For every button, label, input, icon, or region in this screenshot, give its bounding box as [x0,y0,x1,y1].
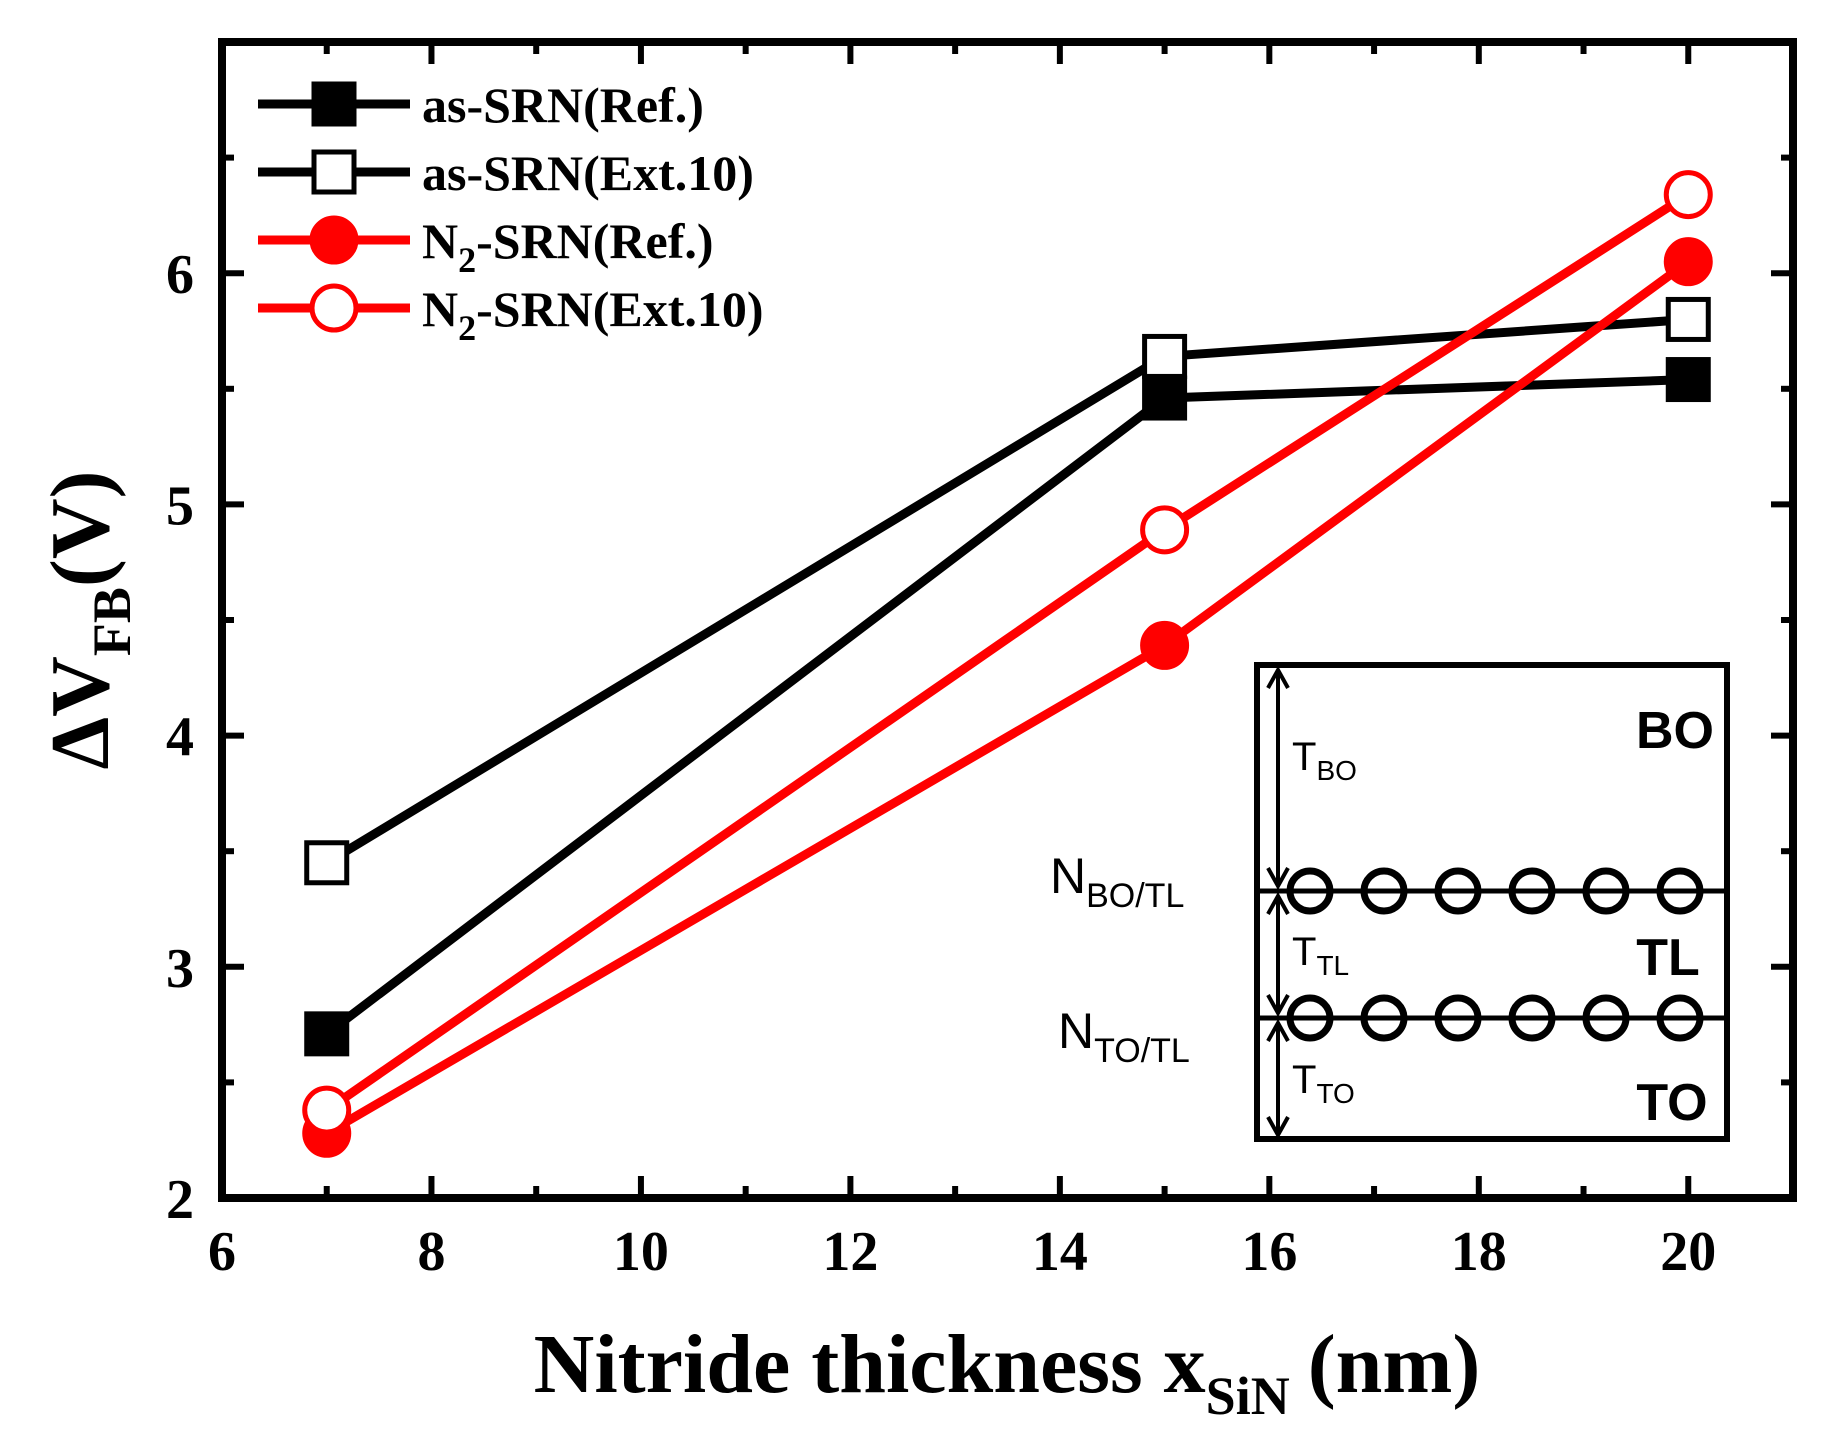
x-tick-label: 12 [822,1221,878,1283]
inset-label-t-bo: TBO [1292,735,1357,786]
inset-diagram: BO TL TO TBO TTL TTO NBO/TL NTO/TL [1050,662,1730,1142]
trap-circle [1286,994,1334,1042]
x-axis-title: Nitride thickness xSiN (nm) [534,1318,1481,1426]
data-point [1663,170,1713,220]
arrow-t-bo [1266,665,1290,891]
trap-circle [1286,867,1334,915]
legend-marker [309,215,359,265]
trap-circle [1508,867,1556,915]
trap-circle [1434,867,1482,915]
y-tick-label: 6 [166,244,194,306]
y-tick-label: 5 [166,475,194,537]
data-point [302,1085,352,1135]
data-point [1142,375,1188,421]
data-point [1665,296,1711,342]
trap-circles [1286,867,1704,1042]
inset-label-t-to: TTO [1292,1058,1355,1109]
trap-circle [1582,994,1630,1042]
trap-circle [1508,994,1556,1042]
series-line [324,375,1689,1038]
data-point [1663,237,1713,287]
trap-circle [1656,867,1704,915]
legend-label: as-SRN(Ref.) [422,77,704,133]
y-tick-label: 2 [166,1169,194,1231]
data-point [1140,505,1190,555]
legend-label: N2-SRN(Ext.10) [422,281,764,348]
x-tick-label: 20 [1660,1221,1716,1283]
legend-marker [311,81,357,127]
plot-frame [218,38,1797,1202]
series-line [324,314,1689,867]
trap-circle [1582,867,1630,915]
legend: as-SRN(Ref.) as-SRN(Ext.10) N2-SRN(Ref.)N2… [258,77,764,348]
legend-label: N2-SRN(Ref.) [422,213,714,280]
legend-marker [309,283,359,333]
trap-circle [1360,867,1408,915]
inset-label-tl: TL [1636,929,1700,987]
trap-circle [1656,994,1704,1042]
data-point [1142,333,1188,379]
y-tick-label: 3 [166,938,194,1000]
series-markers [302,170,1713,1158]
x-tick-label: 6 [208,1221,236,1283]
legend-marker [311,149,357,195]
series-line [324,258,1691,1138]
y-axis-title: ΔVFB(V) [34,471,142,770]
trap-circle [1434,994,1482,1042]
arrow-t-to [1266,1018,1290,1140]
inset-label-t-tl: TTL [1292,930,1349,981]
data-point [304,1011,350,1057]
data-point [304,840,350,886]
x-tick-label: 18 [1451,1221,1507,1283]
x-tick-label: 10 [613,1221,669,1283]
x-tick-label: 8 [417,1221,445,1283]
inset-frame [1254,662,1730,1142]
data-point [1140,620,1190,670]
x-tick-label: 14 [1032,1221,1088,1283]
legend-label: as-SRN(Ext.10) [422,145,754,201]
inset-label-to: TO [1636,1074,1707,1132]
arrow-t-tl [1266,891,1290,1018]
inset-label-n-to-tl: NTO/TL [1058,1003,1190,1070]
data-point [1665,357,1711,403]
x-tick-label: 16 [1241,1221,1297,1283]
y-tick-label: 4 [166,707,194,769]
tick-labels: 6 8 10 12 14 16 18 20 2 3 4 5 6 [166,244,1716,1283]
inset-label-n-bo-tl: NBO/TL [1050,848,1184,915]
trap-circle [1360,994,1408,1042]
inset-label-bo: BO [1636,702,1714,760]
